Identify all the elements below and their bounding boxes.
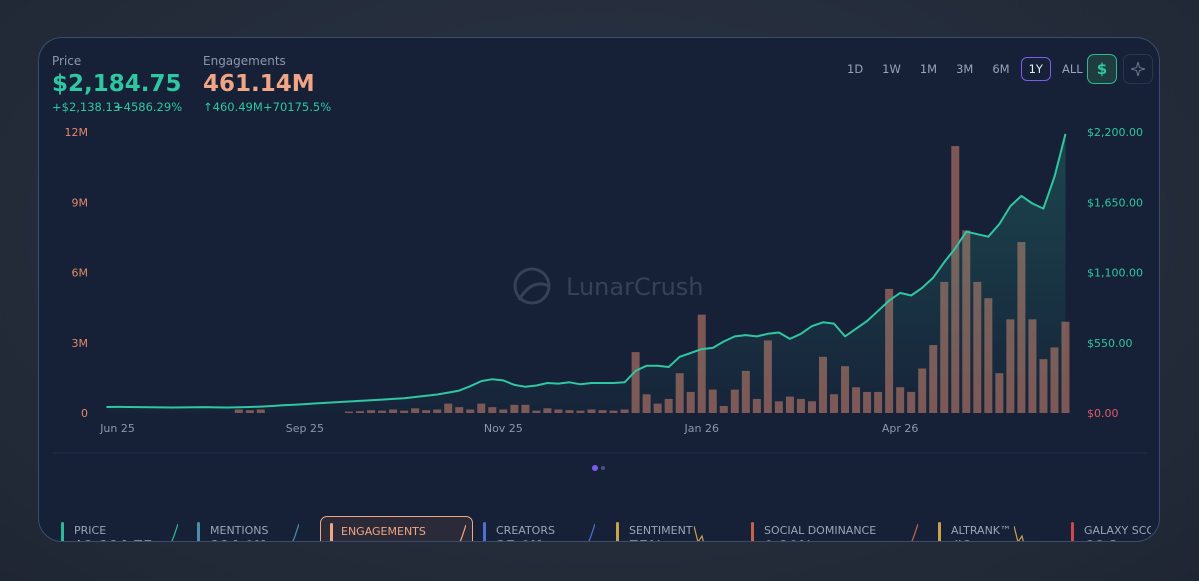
card-value: $2,184.75 (74, 539, 153, 541)
card-accent (197, 522, 200, 541)
sparkline (171, 523, 178, 541)
chart: LunarCrush 0 3M 6M 9M 12M $0.00 $550.00 $1,100.… (53, 126, 1147, 471)
x-tick-label: Jan 26 (684, 422, 719, 435)
metric-card[interactable]: GALAXY SCORE 66.3 (1071, 516, 1151, 541)
card-accent (61, 522, 64, 541)
y2-tick-label: $0.00 (1087, 407, 1119, 420)
card-accent (938, 522, 941, 541)
card-value: 35.0K (496, 539, 541, 541)
watermark: LunarCrush (566, 273, 704, 301)
y2-tick-label: $550.00 (1087, 337, 1133, 350)
metric-card[interactable]: SOCIAL DOMINANCE 0.20% (751, 516, 926, 541)
card-value: 114.0K (210, 539, 265, 541)
y-tick-label: 6M (72, 267, 89, 280)
price-area (106, 133, 1066, 413)
card-name: SENTIMENT (629, 524, 693, 537)
range-button[interactable]: 3M (948, 57, 981, 81)
sparkline-path (694, 525, 704, 541)
price-label: Price (52, 54, 82, 68)
card-accent (483, 522, 486, 541)
price-line (106, 133, 1067, 409)
sparkline (588, 523, 595, 541)
card-name: GALAXY SCORE (1084, 524, 1151, 537)
y-tick-label: 0 (81, 407, 88, 420)
card-accent (616, 522, 619, 541)
range-button[interactable]: 6M (984, 57, 1017, 81)
sparkline (694, 525, 704, 541)
card-name: PRICE (74, 524, 107, 537)
ai-button[interactable] (1123, 54, 1153, 84)
metric-card[interactable]: ENGAGEMENTS 461.14M (320, 516, 473, 541)
price-change: +$2,138.13 (52, 100, 121, 114)
card-name: CREATORS (496, 524, 555, 537)
engagements-change-pct: +70175.5% (263, 100, 332, 114)
sparkle-icon (1131, 62, 1145, 76)
card-accent (1071, 522, 1074, 541)
card-value: 75% (629, 539, 663, 541)
range-button[interactable]: 1D (839, 57, 871, 81)
metric-card[interactable]: PRICE $2,184.75 (61, 516, 186, 541)
range-button[interactable]: ALL (1054, 57, 1091, 81)
sparkline-path (459, 524, 466, 541)
page-dot[interactable] (601, 466, 605, 470)
range-selector: 1D 1W 1M 3M 6M 1Y ALL (839, 57, 1094, 81)
card-accent (751, 522, 754, 541)
metric-card[interactable]: SENTIMENT 75% (616, 516, 738, 541)
metric-card[interactable]: CREATORS 35.0K (483, 516, 603, 541)
sparkline-path (1014, 525, 1024, 541)
card-value: 66.3 (1084, 539, 1119, 541)
watermark-logo (513, 267, 551, 305)
metric-card[interactable]: ALTRANK™ #2 (938, 516, 1058, 541)
sparkline-path (292, 523, 299, 541)
x-tick-label: Nov 25 (484, 422, 523, 435)
engagements-value: 461.14M (203, 71, 315, 97)
range-button[interactable]: 1W (874, 57, 909, 81)
card-value: 461.14M (341, 540, 409, 541)
sparkline (911, 523, 918, 541)
card-value: 0.20% (764, 539, 813, 541)
sparkline-path (588, 523, 595, 541)
y-tick-label: 12M (65, 126, 89, 139)
y2-tick-label: $1,650.00 (1087, 196, 1143, 209)
sparkline-path (171, 523, 178, 541)
engagements-change: ↑460.49M (203, 100, 263, 114)
y2-tick-label: $1,100.00 (1087, 267, 1143, 280)
card-value: #2 (951, 539, 972, 541)
currency-button[interactable]: $ (1087, 54, 1117, 84)
price-value: $2,184.75 (52, 71, 182, 97)
range-button[interactable]: 1Y (1020, 57, 1051, 81)
card-name: ENGAGEMENTS (341, 525, 426, 538)
price-change-pct: +4586.29% (114, 100, 183, 114)
card-name: ALTRANK™ (951, 524, 1012, 537)
x-tick-label: Jun 25 (99, 422, 135, 435)
y2-tick-label: $2,200.00 (1087, 126, 1143, 139)
chart-panel: LunarCrush 0 3M 6M 9M 12M $0.00 $550.00 $1,100.… (38, 37, 1160, 542)
metric-card[interactable]: MENTIONS 114.0K (197, 516, 307, 541)
engagements-label: Engagements (203, 54, 286, 68)
y-tick-label: 3M (72, 337, 89, 350)
x-tick-label: Sep 25 (286, 422, 324, 435)
page-dot[interactable] (592, 465, 598, 471)
card-name: SOCIAL DOMINANCE (764, 524, 877, 537)
card-name: MENTIONS (210, 524, 269, 537)
sparkline (1014, 525, 1024, 541)
x-tick-label: Apr 26 (882, 422, 919, 435)
sparkline (292, 523, 299, 541)
range-button[interactable]: 1M (912, 57, 945, 81)
y-tick-label: 9M (72, 196, 89, 209)
card-accent (330, 523, 333, 541)
sparkline-path (911, 523, 918, 541)
sparkline (459, 524, 466, 541)
